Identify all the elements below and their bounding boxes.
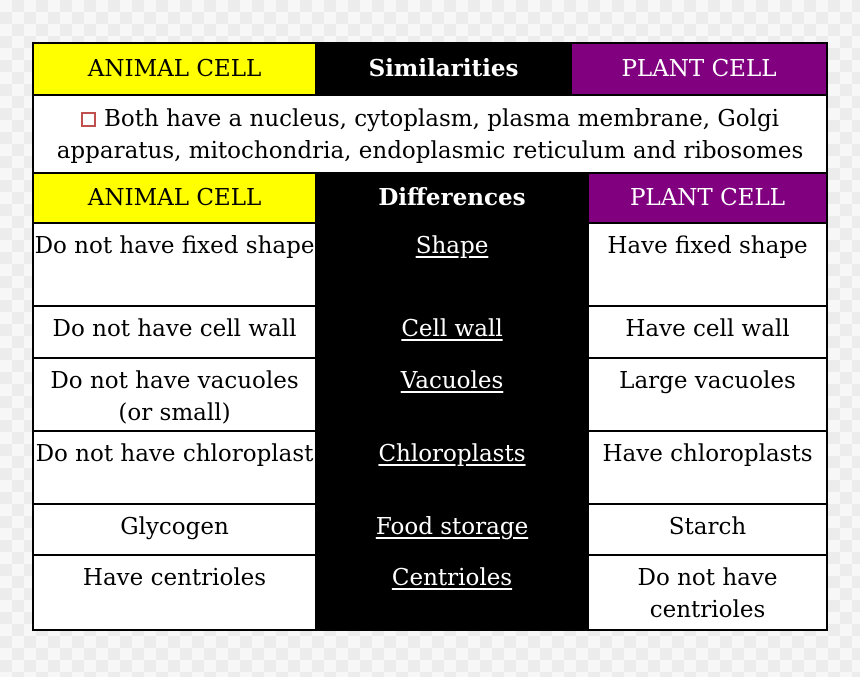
header-animal-cell: ANIMAL CELL bbox=[34, 44, 315, 94]
header-similarities: Similarities bbox=[317, 44, 570, 94]
table-row-feature: Shape bbox=[317, 224, 587, 305]
table-row-plant: Starch bbox=[589, 505, 826, 554]
table-row-feature: Chloroplasts bbox=[317, 432, 587, 503]
header-animal-cell-2: ANIMAL CELL bbox=[34, 174, 315, 222]
table-row-animal: Do not have fixed shape bbox=[34, 224, 315, 305]
similarities-row: Both have a nucleus, cytoplasm, plasma m… bbox=[34, 96, 826, 172]
table-row-plant: Have chloroplasts bbox=[589, 432, 826, 503]
table-row-plant: Do not have centrioles bbox=[589, 556, 826, 629]
header-plant-label: PLANT CELL bbox=[621, 56, 777, 82]
header-animal-label-2: ANIMAL CELL bbox=[87, 185, 262, 211]
header-plant-label-2: PLANT CELL bbox=[629, 185, 786, 211]
table-row-animal: Do not have vacuoles (or small) bbox=[34, 359, 315, 430]
table-row-plant: Have fixed shape bbox=[589, 224, 826, 305]
similarities-text: Both have a nucleus, cytoplasm, plasma m… bbox=[56, 106, 804, 164]
square-bullet-icon bbox=[80, 112, 96, 127]
header-plant-cell: PLANT CELL bbox=[572, 44, 826, 94]
table-row-feature: Food storage bbox=[317, 505, 587, 554]
table-row-feature: Cell wall bbox=[317, 307, 587, 357]
table-row-plant: Have cell wall bbox=[589, 307, 826, 357]
header-animal-label: ANIMAL CELL bbox=[87, 56, 262, 82]
differences-label: Differences bbox=[378, 184, 526, 211]
similarities-label: Similarities bbox=[368, 55, 519, 82]
table-row-feature: Centrioles bbox=[317, 556, 587, 629]
comparison-table: ANIMAL CELL Similarities PLANT CELL Both… bbox=[32, 42, 828, 631]
table-row-animal: Glycogen bbox=[34, 505, 315, 554]
header-plant-cell-2: PLANT CELL bbox=[589, 174, 826, 222]
table-row-animal: Have centrioles bbox=[34, 556, 315, 629]
table-row-plant: Large vacuoles bbox=[589, 359, 826, 430]
header-differences: Differences bbox=[317, 174, 587, 222]
table-row-feature: Vacuoles bbox=[317, 359, 587, 430]
table-row-animal: Do not have cell wall bbox=[34, 307, 315, 357]
table-row-animal: Do not have chloroplast bbox=[34, 432, 315, 503]
